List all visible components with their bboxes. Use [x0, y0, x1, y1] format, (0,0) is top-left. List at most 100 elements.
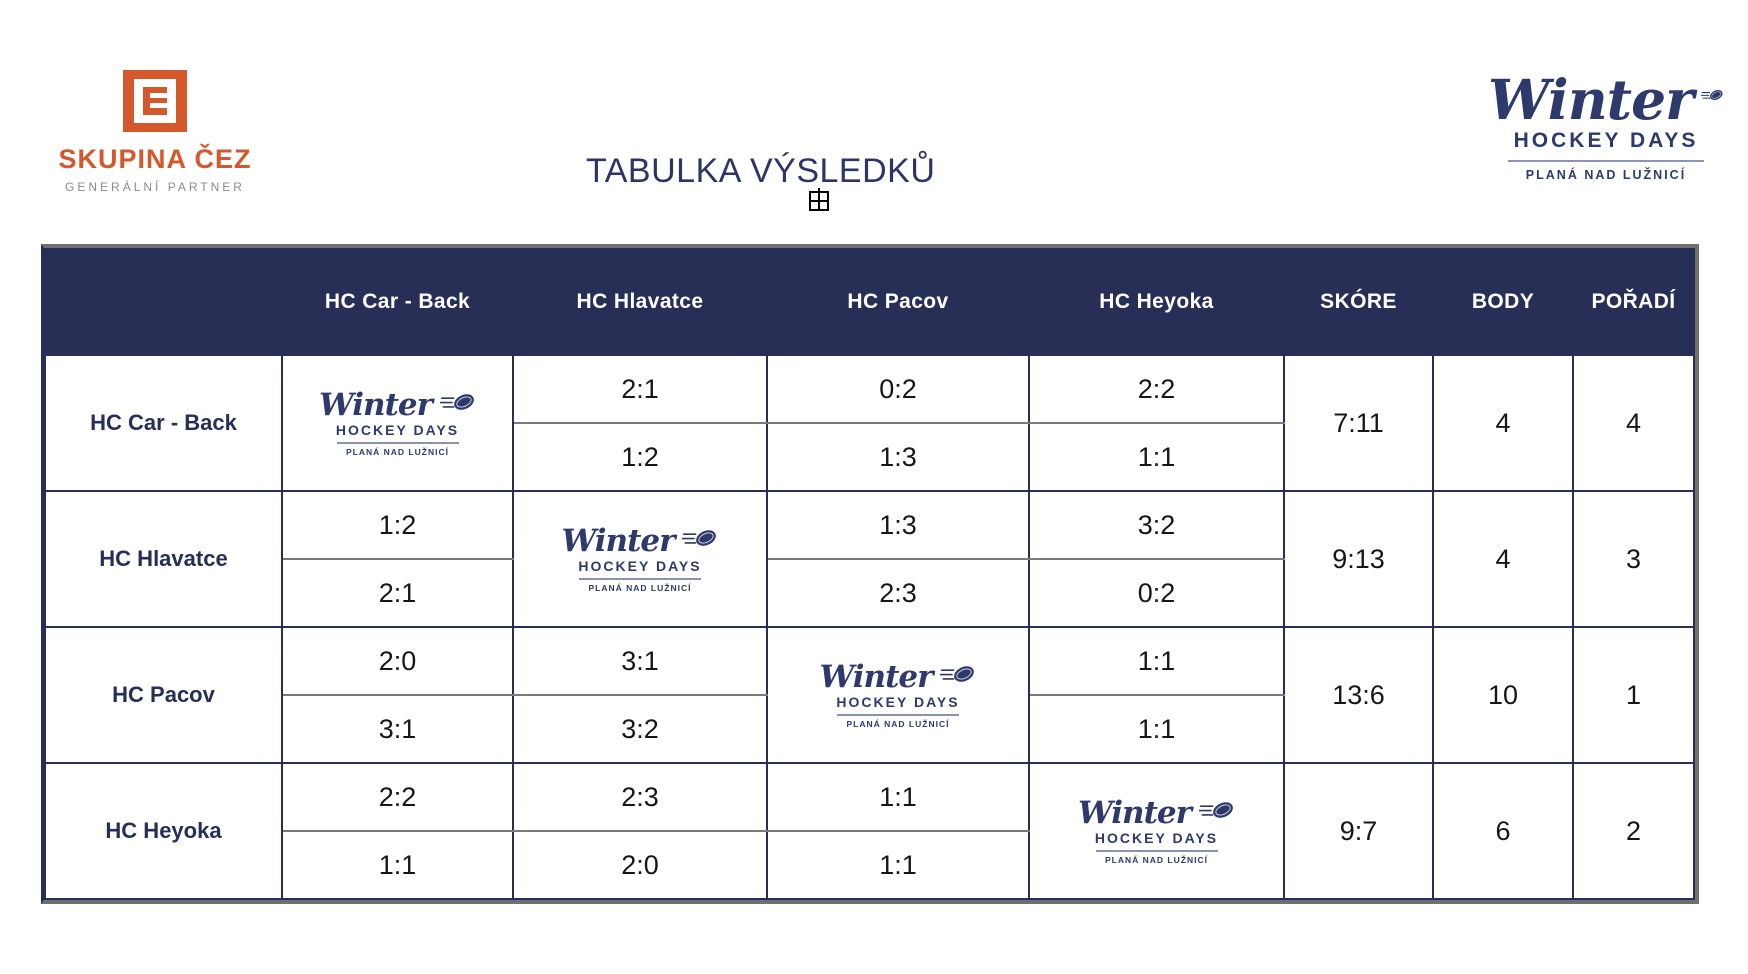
table-row: HC Heyoka 2:2 2:3 1:1 Winter HOCKEY DAYS: [44, 762, 1695, 900]
event-logo-location: PLANÁ NAD LUŽNICÍ: [588, 582, 692, 593]
hockey-puck-icon: [1701, 89, 1723, 100]
sponsor-tagline: GENERÁLNÍ PARTNER: [65, 180, 245, 194]
table-row: 3:1 3:2 1:1: [45, 694, 1694, 764]
event-logo: Winter HOCKEY DAYS PLANÁ NAD LUŽNICÍ: [819, 658, 977, 729]
column-header-rank: POŘADÍ: [1572, 248, 1695, 356]
rank: 4: [1572, 354, 1695, 492]
match-score: 3:1: [512, 626, 768, 696]
diagonal-logo-cell: Winter HOCKEY DAYS PLANÁ NAD LUŽNICÍ: [1028, 762, 1285, 900]
rank: 3: [1572, 490, 1695, 628]
table-row: HC Hlavatce 1:2 Winter HOCKEY DAYS PLANÁ…: [44, 490, 1695, 628]
points: 4: [1432, 490, 1574, 628]
diagonal-logo-cell: Winter HOCKEY DAYS PLANÁ NAD LUŽNICÍ: [766, 626, 1030, 764]
event-logo-name: HOCKEY DAYS: [1513, 129, 1699, 152]
rank: 1: [1572, 626, 1695, 764]
total-score: 13:6: [1283, 626, 1434, 764]
match-score: 3:1: [281, 694, 514, 764]
team-label: HC Hlavatce: [44, 490, 283, 628]
winter-script-text: Winter: [1078, 794, 1192, 831]
winter-script-text: Winter: [819, 658, 934, 695]
total-score: 9:7: [1283, 762, 1434, 900]
column-header-hlavatce: HC Hlavatce: [512, 248, 768, 356]
event-logo-name: HOCKEY DAYS: [836, 693, 960, 710]
event-logo-location: PLANÁ NAD LUŽNICÍ: [1525, 168, 1687, 182]
hockey-puck-icon: [682, 530, 717, 546]
sponsor-name: SKUPINA ČEZ: [58, 144, 252, 174]
column-header-heyoka: HC Heyoka: [1028, 248, 1285, 356]
event-logo-location: PLANÁ NAD LUŽNICÍ: [346, 446, 449, 457]
team-label: HC Pacov: [44, 626, 283, 764]
match-score: 2:0: [281, 626, 514, 696]
match-score: 2:2: [281, 762, 514, 832]
winter-script-text: Winter: [319, 386, 433, 423]
match-score: 1:3: [766, 422, 1030, 492]
event-logo-location: PLANÁ NAD LUŽNICÍ: [1105, 854, 1208, 865]
table-row: 2:1 2:3 0:2: [45, 558, 1694, 628]
match-score: 1:1: [1028, 422, 1285, 492]
column-header-points: BODY: [1432, 248, 1574, 356]
match-score: 1:1: [1028, 626, 1285, 696]
match-score: 1:1: [766, 762, 1030, 832]
points: 6: [1432, 762, 1574, 900]
event-logo: Winter HOCKEY DAYS PLANÁ NAD LUŽNICÍ: [561, 522, 719, 593]
diagonal-logo-cell: Winter HOCKEY DAYS PLANÁ NAD LUŽNICÍ: [512, 490, 768, 628]
points: 4: [1432, 354, 1574, 492]
event-logo-name: HOCKEY DAYS: [335, 421, 460, 438]
event-logo-name: HOCKEY DAYS: [578, 557, 702, 574]
match-score: 1:2: [281, 490, 514, 560]
match-score: 2:1: [512, 354, 768, 424]
match-score: 3:2: [1028, 490, 1285, 560]
column-header-score: SKÓRE: [1283, 248, 1434, 356]
event-logo-divider: [336, 441, 459, 444]
total-score: 9:13: [1283, 490, 1434, 628]
event-logo-name: HOCKEY DAYS: [1094, 829, 1219, 846]
event-logo: Winter HOCKEY DAYS PLANÁ NAD LUŽNICÍ: [319, 386, 476, 457]
cez-mark-icon: [123, 70, 187, 132]
event-logo-divider: [837, 713, 959, 716]
table-row: HC Pacov 2:0 3:1 Winter HOCKEY DAYS: [44, 626, 1695, 764]
event-logo-divider: [1095, 849, 1218, 852]
team-label: HC Car - Back: [44, 354, 283, 492]
hockey-puck-icon: [439, 394, 474, 410]
sponsor-logo: SKUPINA ČEZ GENERÁLNÍ PARTNER: [40, 70, 270, 194]
rank: 2: [1572, 762, 1695, 900]
match-score: 1:1: [766, 830, 1030, 900]
table-row: 1:2 1:3 1:1: [45, 422, 1694, 492]
match-score: 2:2: [1028, 354, 1285, 424]
event-logo-location: PLANÁ NAD LUŽNICÍ: [846, 718, 950, 729]
team-label: HC Heyoka: [44, 762, 283, 900]
event-logo-top: Winter: [1488, 72, 1724, 127]
column-header-blank: [44, 248, 283, 356]
match-score: 1:1: [281, 830, 514, 900]
diagonal-logo-cell: Winter HOCKEY DAYS PLANÁ NAD LUŽNICÍ: [281, 354, 514, 492]
results-table-wrap: HC Car - Back HC Hlavatce HC Pacov HC He…: [41, 244, 1699, 904]
match-score: 2:0: [512, 830, 768, 900]
event-logo-divider: [579, 577, 701, 580]
match-score: 2:3: [512, 762, 768, 832]
winter-script-text: Winter: [561, 522, 676, 559]
column-header-car-back: HC Car - Back: [281, 248, 514, 356]
table-row: 1:1 2:0 1:1: [45, 830, 1694, 900]
match-score: 1:1: [1028, 694, 1285, 764]
hockey-puck-icon: [940, 666, 975, 682]
points: 10: [1432, 626, 1574, 764]
hockey-puck-icon: [1198, 802, 1233, 818]
header-row: HC Car - Back HC Hlavatce HC Pacov HC He…: [44, 248, 1695, 356]
match-score: 0:2: [766, 354, 1030, 424]
match-score: 1:3: [766, 490, 1030, 560]
event-logo-divider: [1508, 160, 1704, 162]
winter-script-text: Winter: [1488, 67, 1694, 132]
match-score: 2:3: [766, 558, 1030, 628]
match-score: 1:2: [512, 422, 768, 492]
results-table: HC Car - Back HC Hlavatce HC Pacov HC He…: [44, 248, 1695, 900]
page-title: TABULKA VÝSLEDKŮ: [586, 152, 936, 190]
match-score: 3:2: [512, 694, 768, 764]
event-logo: Winter HOCKEY DAYS PLANÁ NAD LUŽNICÍ: [1488, 72, 1724, 182]
event-logo: Winter HOCKEY DAYS PLANÁ NAD LUŽNICÍ: [1078, 794, 1235, 865]
cell-cursor-icon: [809, 188, 829, 211]
table-row: HC Car - Back Winter HOCKEY DAYS PLANÁ N…: [44, 354, 1695, 492]
total-score: 7:11: [1283, 354, 1434, 492]
match-score: 0:2: [1028, 558, 1285, 628]
column-header-pacov: HC Pacov: [766, 248, 1030, 356]
match-score: 2:1: [281, 558, 514, 628]
